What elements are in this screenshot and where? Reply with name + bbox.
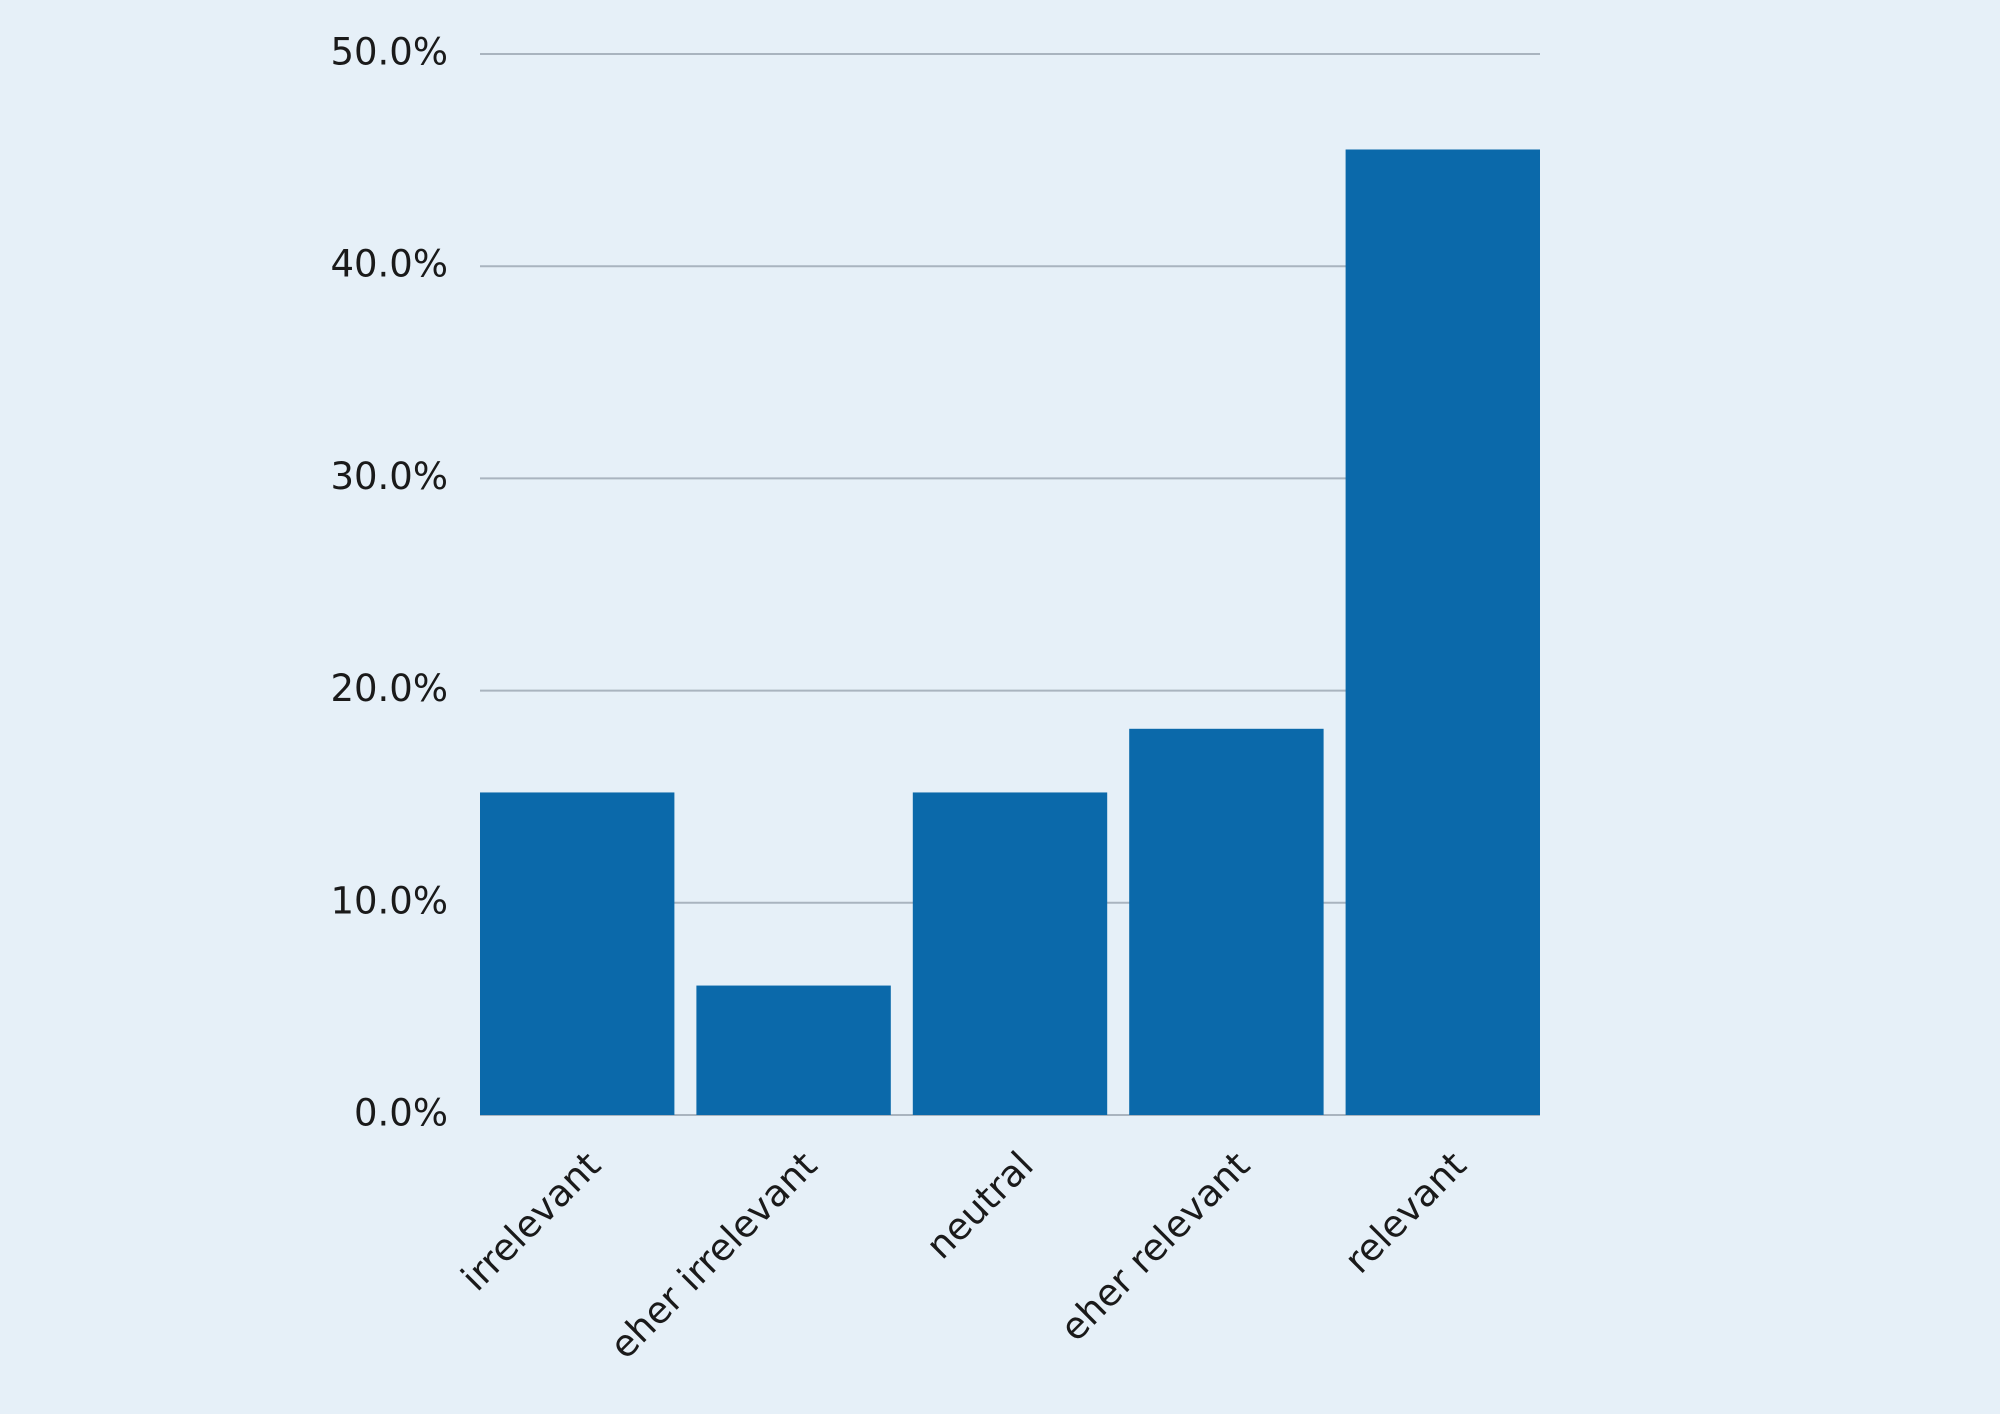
y-tick-label: 0.0% [354,1092,448,1135]
bar [696,985,891,1115]
y-tick-label: 30.0% [330,455,448,498]
bar [480,792,675,1115]
y-tick-label: 40.0% [330,243,448,286]
bar [1345,149,1540,1116]
bar [912,792,1108,1115]
y-tick-label: 10.0% [330,879,448,922]
y-tick-label: 50.0% [330,31,448,74]
bar [1129,728,1324,1115]
y-tick-label: 20.0% [330,667,448,710]
